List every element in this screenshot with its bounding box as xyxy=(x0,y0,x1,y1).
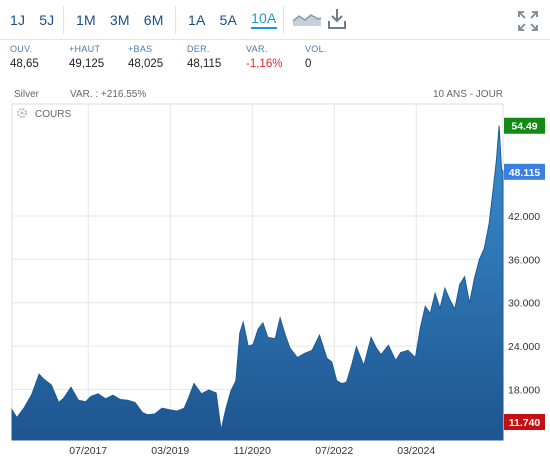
period-6m-button[interactable]: 6M xyxy=(143,11,164,28)
settings-gear-icon[interactable] xyxy=(17,108,27,118)
stat-volume-value: 0 xyxy=(305,58,312,70)
stat-open-value: 48,65 xyxy=(10,58,39,70)
instrument-name: Silver xyxy=(14,89,40,100)
y-tick-label: 18.000 xyxy=(508,384,540,396)
x-tick-label: 03/2024 xyxy=(397,445,435,457)
x-tick-label: 11/2020 xyxy=(234,445,271,457)
x-tick-label: 07/2022 xyxy=(315,445,353,457)
y-tick-label: 36.000 xyxy=(508,254,540,266)
stat-variation-value: -1,16% xyxy=(246,58,283,70)
stat-volume: VOL. 0 xyxy=(305,44,327,70)
low-marker-label: 11.740 xyxy=(504,414,545,430)
stat-high-value: 49,125 xyxy=(69,58,105,70)
price-chart[interactable]: COURS 18.000 24.000 30.000 36.000 42.000 07/… xyxy=(0,100,550,464)
period-group-days: 1J 5J xyxy=(10,0,68,39)
period-5a-button[interactable]: 5A xyxy=(219,11,238,28)
chart-range-label: 10 ANS - JOUR xyxy=(433,89,504,100)
period-toolbar: 1J 5J 1M 3M 6M 1A 5A 10A xyxy=(0,0,550,40)
period-group-months: 1M 3M 6M xyxy=(76,0,178,39)
high-marker-label-badge xyxy=(504,117,545,134)
period-10a-button[interactable]: 10A xyxy=(251,10,277,29)
last-price-label-badge xyxy=(504,163,545,180)
stat-variation-label: VAR. xyxy=(246,44,268,54)
y-tick-label: 42.000 xyxy=(508,211,540,223)
price-area xyxy=(11,125,504,441)
download-icon[interactable] xyxy=(327,8,347,30)
low-marker-label-text: 11.740 xyxy=(509,417,541,429)
toolbar-divider xyxy=(175,6,176,34)
high-marker-label: 54.49 xyxy=(504,117,545,134)
y-tick-label: 24.000 xyxy=(508,341,540,353)
low-marker-label-badge xyxy=(504,414,545,430)
last-price-label: 48.115 xyxy=(504,163,545,180)
stat-open-label: OUV. xyxy=(10,44,33,54)
stat-high: +HAUT 49,125 xyxy=(69,44,104,70)
x-tick-label: 07/2017 xyxy=(69,445,107,457)
toolbar-divider xyxy=(63,6,64,34)
fullscreen-icon[interactable] xyxy=(517,10,539,32)
stat-high-label: +HAUT xyxy=(69,44,101,54)
series-label: COURS xyxy=(35,109,71,120)
period-5j-button[interactable]: 5J xyxy=(39,11,55,28)
toolbar-divider xyxy=(283,6,284,34)
period-1m-button[interactable]: 1M xyxy=(76,11,96,28)
stat-volume-label: VOL. xyxy=(305,44,327,54)
stat-low-label: +BAS xyxy=(128,44,153,54)
stat-open: OUV. 48,65 xyxy=(10,44,39,70)
period-3m-button[interactable]: 3M xyxy=(109,11,130,28)
stat-last-label: DER. xyxy=(187,44,210,54)
quote-stats: OUV. 48,65 +HAUT 49,125 +BAS 48,025 DER.… xyxy=(0,44,550,80)
period-1a-button[interactable]: 1A xyxy=(188,11,206,28)
area-chart-icon[interactable] xyxy=(292,12,322,28)
last-price-label-text: 48.115 xyxy=(509,167,541,179)
stat-last: DER. 48,115 xyxy=(187,44,221,70)
stat-low: +BAS 48,025 xyxy=(128,44,163,70)
high-marker-label-text: 54.49 xyxy=(511,121,537,133)
stat-low-value: 48,025 xyxy=(128,58,164,70)
y-tick-label: 30.000 xyxy=(508,298,540,310)
x-tick-label: 03/2019 xyxy=(151,445,189,457)
stat-last-value: 48,115 xyxy=(187,58,222,70)
period-group-years: 1A 5A 10A xyxy=(188,0,291,39)
stat-variation: VAR. -1,16% xyxy=(246,44,282,70)
period-1j-button[interactable]: 1J xyxy=(10,11,26,28)
chart-variation: VAR. : +216.55% xyxy=(70,89,147,100)
